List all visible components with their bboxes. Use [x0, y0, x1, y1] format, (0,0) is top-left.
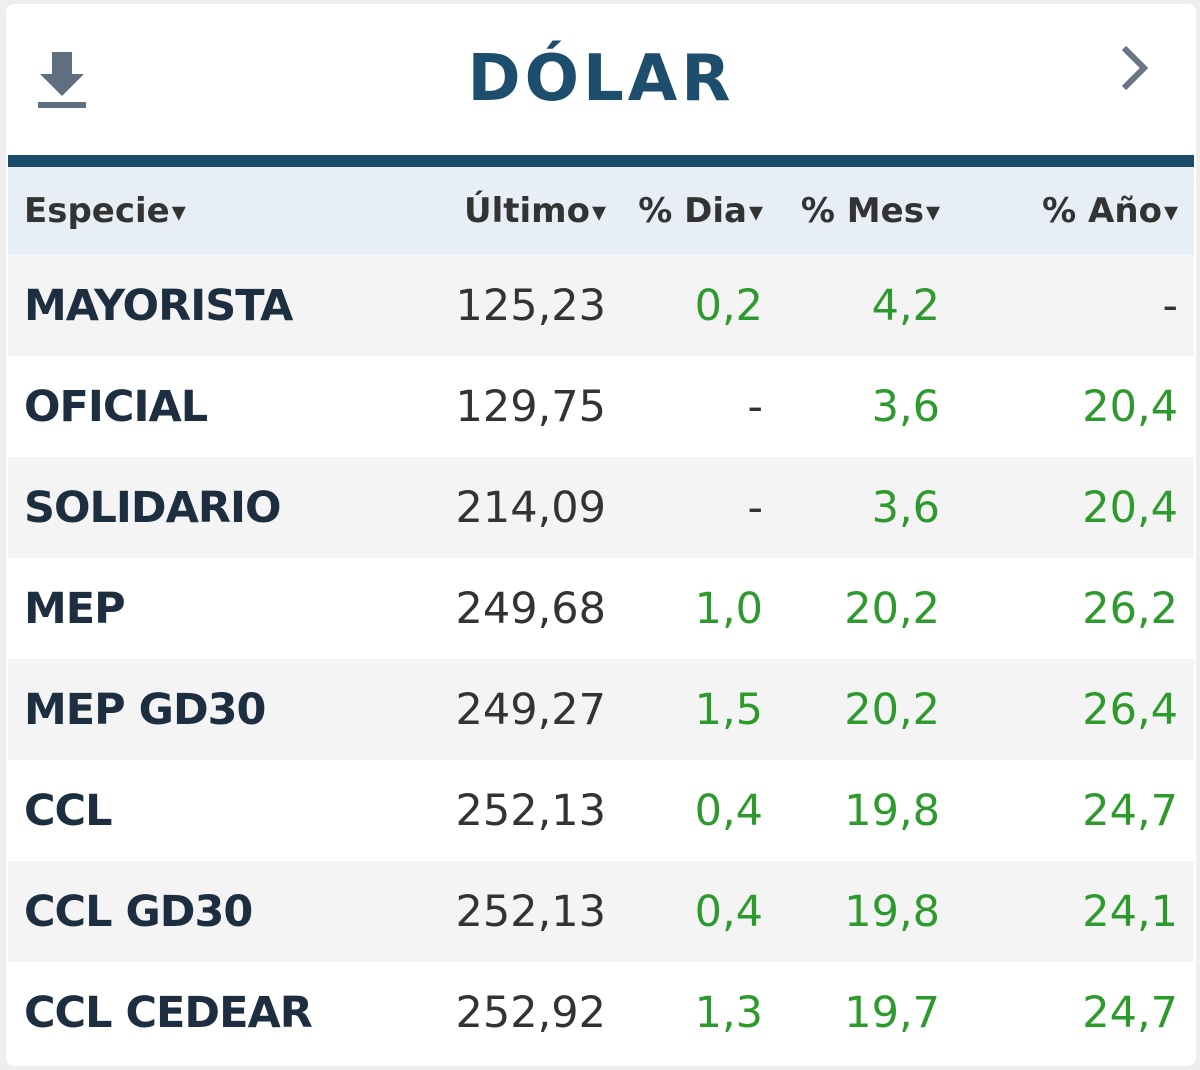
table-row: CCL CEDEAR 252,92 1,3 19,7 24,7	[8, 962, 1194, 1063]
value-cell: 19,8	[844, 785, 940, 836]
column-header[interactable]: Último	[464, 167, 606, 255]
instrument-name: OFICIAL	[24, 381, 208, 432]
value-cell: 26,4	[1082, 684, 1178, 735]
instrument-name: MAYORISTA	[24, 280, 293, 331]
next-arrow[interactable]	[1114, 44, 1154, 94]
table-row: MEP GD30 249,27 1,5 20,2 26,4	[8, 659, 1194, 760]
value-cell: -	[747, 482, 763, 533]
download-icon[interactable]	[34, 48, 90, 110]
table-row: MAYORISTA 125,23 0,2 4,2 -	[8, 255, 1194, 356]
table-row: CCL GD30 252,13 0,4 19,8 24,1	[8, 861, 1194, 962]
instrument-name: MEP GD30	[24, 684, 266, 735]
value-cell: 252,13	[455, 886, 606, 937]
value-cell: 3,6	[871, 381, 940, 432]
column-header[interactable]: Especie	[24, 167, 186, 255]
value-cell: 19,8	[844, 886, 940, 937]
value-cell: 20,4	[1082, 482, 1178, 533]
instrument-name: SOLIDARIO	[24, 482, 282, 533]
value-cell: 249,68	[455, 583, 606, 634]
value-cell: 252,13	[455, 785, 606, 836]
value-cell: 24,7	[1082, 987, 1178, 1038]
instrument-name: CCL	[24, 785, 113, 836]
column-header[interactable]: % Dia	[638, 167, 763, 255]
value-cell: 19,7	[844, 987, 940, 1038]
value-cell: 1,5	[694, 684, 763, 735]
table-row: SOLIDARIO 214,09 - 3,6 20,4	[8, 457, 1194, 558]
value-cell: 3,6	[871, 482, 940, 533]
table-row: OFICIAL 129,75 - 3,6 20,4	[8, 356, 1194, 457]
dolar-card: DÓLAR EspecieÚltimo% Dia% Mes% AñoMAYORI…	[6, 4, 1196, 1066]
header-row: Especie Último % Dia % Mes % Año	[8, 167, 1194, 255]
value-cell: 249,27	[455, 684, 606, 735]
value-cell: -	[1162, 280, 1178, 331]
value-cell: 0,4	[694, 785, 763, 836]
instrument-name: CCL CEDEAR	[24, 987, 313, 1038]
value-cell: 20,4	[1082, 381, 1178, 432]
value-cell: 1,0	[694, 583, 763, 634]
value-cell: 0,2	[694, 280, 763, 331]
value-cell: 1,3	[694, 987, 763, 1038]
value-cell: 20,2	[844, 583, 940, 634]
value-cell: 24,7	[1082, 785, 1178, 836]
value-cell: 0,4	[694, 886, 763, 937]
value-cell: 252,92	[455, 987, 606, 1038]
value-cell: 20,2	[844, 684, 940, 735]
value-cell: 4,2	[871, 280, 940, 331]
column-header[interactable]: % Mes	[801, 167, 940, 255]
instrument-name: MEP	[24, 583, 126, 634]
column-header[interactable]: % Año	[1042, 167, 1178, 255]
value-cell: -	[747, 381, 763, 432]
value-cell: 125,23	[455, 280, 606, 331]
table-row: MEP 249,68 1,0 20,2 26,2	[8, 558, 1194, 659]
value-cell: 24,1	[1082, 886, 1178, 937]
instrument-name: CCL GD30	[24, 886, 253, 937]
value-cell: 26,2	[1082, 583, 1178, 634]
header-divider	[8, 155, 1194, 167]
title: DÓLAR	[467, 42, 735, 116]
value-cell: 214,09	[455, 482, 606, 533]
table-row: CCL 252,13 0,4 19,8 24,7	[8, 760, 1194, 861]
value-cell: 129,75	[455, 381, 606, 432]
